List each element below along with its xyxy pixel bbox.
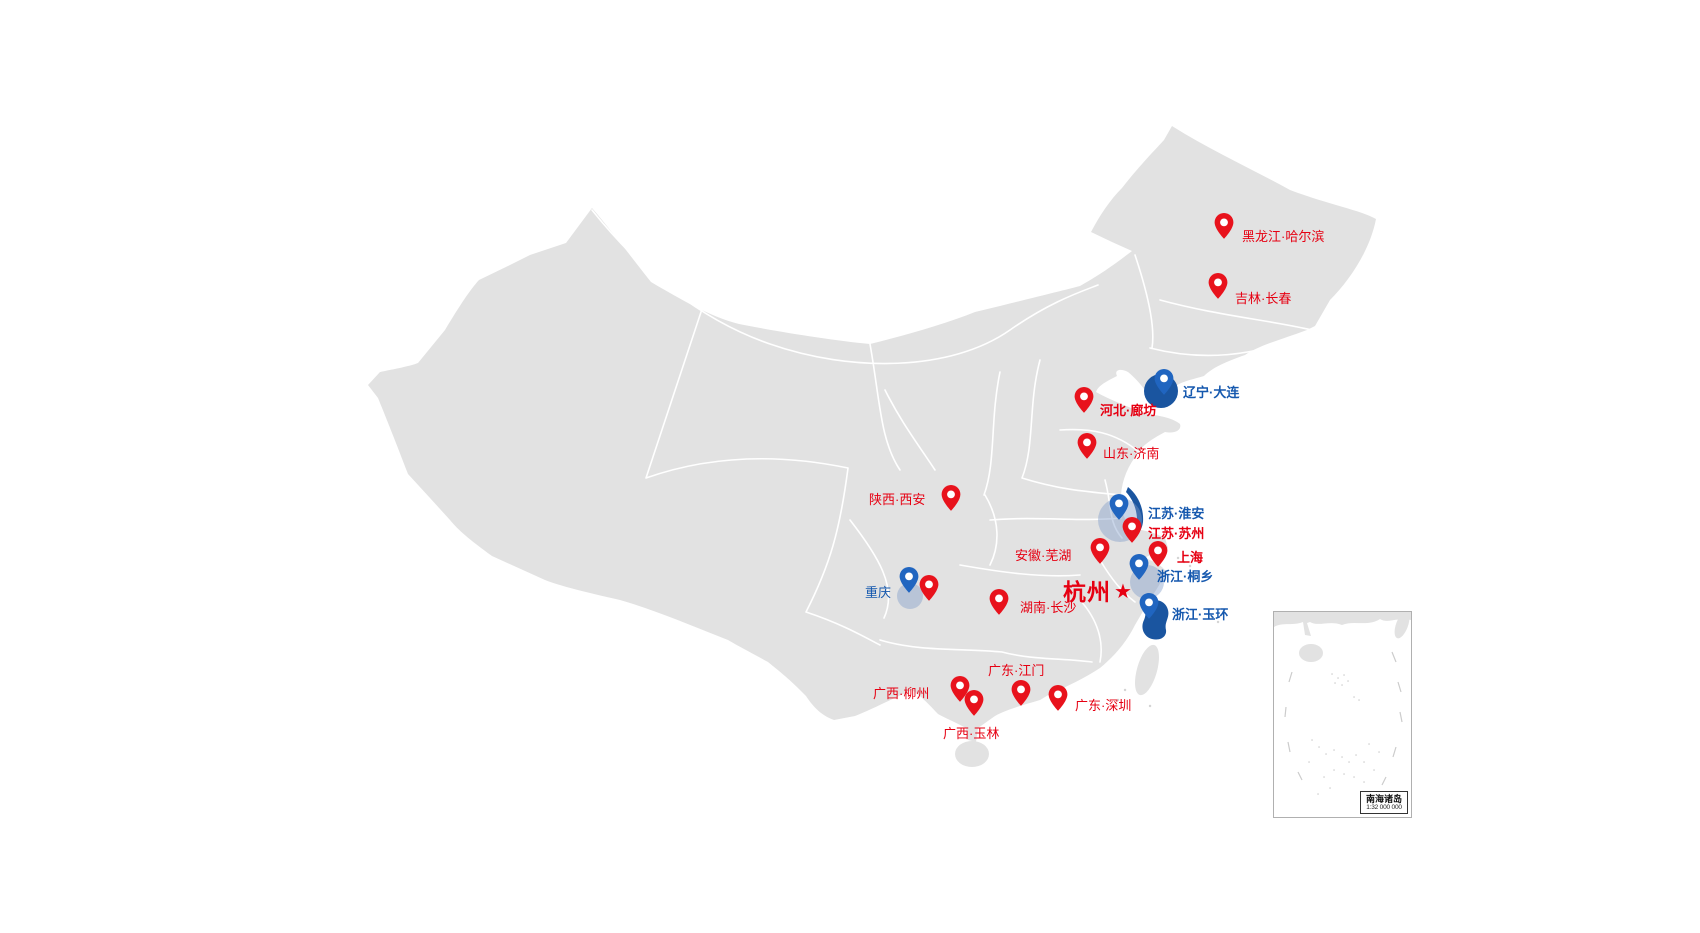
headquarters-label: 杭州 ★ [1063, 573, 1132, 607]
map-pin-chongqing[interactable] [898, 566, 920, 594]
hq-city-text: 杭州 [1063, 579, 1111, 605]
pin-icon [989, 589, 1009, 615]
map-pin-yuhuan[interactable] [1138, 592, 1160, 620]
pin-icon [899, 567, 919, 593]
pin-icon [1129, 554, 1149, 580]
pin-icon [1090, 538, 1110, 564]
marker-label-huaian: 江苏·淮安 [1148, 506, 1205, 521]
marker-label-yuhuan: 浙江·玉环 [1172, 607, 1229, 622]
marker-label-jinan: 山东·济南 [1103, 446, 1160, 461]
marker-label-jiangmen: 广东·江门 [988, 663, 1045, 678]
marker-label-liuzhou: 广西·柳州 [873, 686, 930, 701]
south-china-sea-inset: 南海诸岛 1:32 000 000 [1273, 611, 1412, 818]
pin-icon [964, 690, 984, 716]
pin-icon [941, 485, 961, 511]
pin-icon [1077, 433, 1097, 459]
map-pin-harbin[interactable] [1213, 212, 1235, 240]
mainland-shape [368, 126, 1376, 767]
pin-icon [1109, 494, 1129, 520]
map-pin-chongqing-red[interactable] [918, 574, 940, 602]
map-pin-changchun[interactable] [1207, 272, 1229, 300]
pin-icon [1048, 685, 1068, 711]
map-pin-yulin[interactable] [963, 689, 985, 717]
marker-label-shanghai: 上海 [1177, 550, 1204, 565]
map-pin-shanghai[interactable] [1147, 540, 1169, 568]
pin-icon [919, 575, 939, 601]
marker-label-yulin: 广西·玉林 [943, 726, 1000, 741]
map-pin-wuhu[interactable] [1089, 537, 1111, 565]
map-pin-tongxiang[interactable] [1128, 553, 1150, 581]
marker-label-changsha: 湖南·长沙 [1020, 600, 1077, 615]
pin-icon [1011, 680, 1031, 706]
map-pin-suzhou[interactable] [1121, 516, 1143, 544]
marker-label-changchun: 吉林·长春 [1235, 291, 1292, 306]
map-pin-changsha[interactable] [988, 588, 1010, 616]
pin-icon [1154, 369, 1174, 395]
pin-icon [1139, 593, 1159, 619]
map-pin-shenzhen[interactable] [1047, 684, 1069, 712]
pin-icon [1074, 387, 1094, 413]
pin-icon [1214, 213, 1234, 239]
marker-label-harbin: 黑龙江·哈尔滨 [1242, 229, 1325, 244]
marker-label-dalian: 辽宁·大连 [1183, 385, 1240, 400]
province-borders [591, 209, 1313, 663]
marker-label-wuhu: 安徽·芜湖 [1015, 548, 1072, 563]
marker-label-langfang: 河北·廊坊 [1100, 403, 1157, 418]
inset-islands-map [1274, 611, 1411, 795]
map-pin-jinan[interactable] [1076, 432, 1098, 460]
marker-label-shenzhen: 广东·深圳 [1075, 698, 1132, 713]
inset-label-box: 南海诸岛 1:32 000 000 [1360, 791, 1408, 814]
marker-label-chongqing: 重庆 [865, 585, 892, 600]
map-pin-xian[interactable] [940, 484, 962, 512]
star-icon: ★ [1114, 581, 1132, 603]
pin-icon [1122, 517, 1142, 543]
map-pin-jiangmen[interactable] [1010, 679, 1032, 707]
marker-label-suzhou: 江苏·苏州 [1148, 526, 1205, 541]
marker-label-tongxiang: 浙江·桐乡 [1157, 569, 1214, 584]
pin-icon [1208, 273, 1228, 299]
map-pin-huaian[interactable] [1108, 493, 1130, 521]
map-pin-langfang[interactable] [1073, 386, 1095, 414]
inset-title: 南海诸岛 [1365, 794, 1402, 804]
map-pin-dalian[interactable] [1153, 368, 1175, 396]
marker-label-xian: 陕西·西安 [869, 492, 926, 507]
inset-scale: 1:32 000 000 [1366, 804, 1402, 811]
coastal-islands [1116, 556, 1220, 708]
pin-icon [1148, 541, 1168, 567]
